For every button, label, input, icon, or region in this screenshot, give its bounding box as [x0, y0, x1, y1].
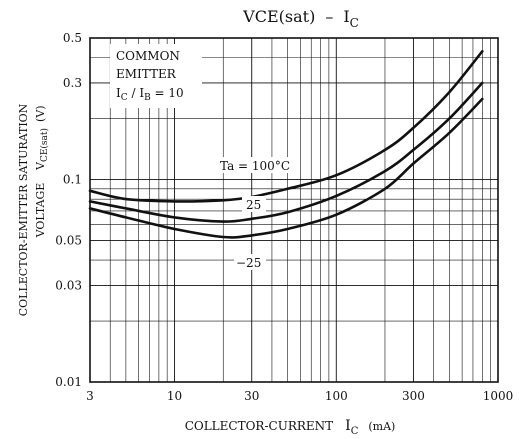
series-label-100c: Ta = 100°C: [220, 159, 290, 173]
annotation-ib-sub: B: [144, 93, 151, 103]
x-tick-label: 30: [244, 389, 259, 403]
x-tick-labels: 3 10 30 100 300 1000: [86, 389, 513, 403]
plot-frame: [89, 37, 499, 383]
y-axis-label-var: V: [34, 161, 47, 171]
annotation-line2: EMITTER: [116, 67, 177, 81]
chart-title-main: VCE(sat): [242, 7, 315, 26]
y-axis-label-line2: VOLTAGE: [34, 183, 47, 239]
annotation-line1: COMMON: [116, 49, 180, 63]
y-axis-label-var-sub: CE(sat): [39, 128, 50, 162]
y-tick-label: 0.01: [55, 375, 82, 389]
annotation: COMMON EMITTER IC / IB = 10: [110, 44, 202, 108]
x-axis-label: COLLECTOR-CURRENT IC (mA): [185, 418, 396, 437]
x-axis-label-var: I: [345, 418, 351, 434]
chart-title-var: I: [343, 7, 349, 26]
series-label-bg-1: [218, 157, 298, 173]
y-axis-label: COLLECTOR-EMITTER SATURATION VOLTAGE VCE…: [17, 103, 50, 316]
y-tick-label: 0.05: [55, 233, 82, 247]
x-tick-label: 300: [402, 389, 425, 403]
series-label-minus25: −25: [236, 256, 261, 270]
chart-title: VCE(sat) – IC: [242, 7, 359, 30]
x-tick-label: 1000: [483, 389, 514, 403]
x-tick-label: 100: [325, 389, 348, 403]
y-tick-label: 0.5: [63, 31, 82, 45]
y-tick-label: 0.3: [63, 76, 82, 90]
y-axis-label-voltage: VOLTAGE: [34, 183, 47, 239]
series-label-bg-2: [242, 196, 266, 212]
series-line-100c: [88, 50, 484, 203]
y-axis-label-symbol: VCE(sat) (V): [34, 105, 50, 171]
y-axis-label-line1: COLLECTOR-EMITTER SATURATION: [17, 103, 30, 316]
series-label-bg-3: [234, 254, 266, 270]
x-axis-label-var-sub: C: [351, 426, 359, 437]
series-labels: Ta = 100°C 25 −25: [218, 157, 298, 270]
annotation-line3: IC / IB = 10: [116, 86, 184, 103]
x-tick-label: 3: [86, 389, 94, 403]
annotation-ic-sub: C: [121, 93, 128, 103]
y-tick-label: 0.03: [55, 278, 82, 292]
y-tick-label: 0.1: [63, 173, 82, 187]
annotation-background: [110, 44, 202, 108]
x-tick-label: 10: [167, 389, 182, 403]
x-axis-label-unit: (mA): [368, 420, 395, 433]
annotation-ic: I: [116, 86, 121, 100]
x-axis-label-text: COLLECTOR-CURRENT: [185, 419, 333, 433]
series-line-minus25: [88, 97, 484, 239]
series-group: [88, 50, 484, 239]
series-label-25: 25: [246, 198, 261, 212]
chart-title-var-sub: C: [350, 16, 359, 30]
series-line-25: [88, 81, 484, 223]
annotation-value: = 10: [151, 86, 184, 100]
annotation-sep: /: [128, 86, 140, 100]
chart-title-separator: –: [325, 7, 333, 26]
y-tick-labels: 0.01 0.03 0.05 0.1 0.3 0.5: [55, 31, 82, 389]
y-axis-label-unit: (V): [34, 105, 47, 122]
annotation-ib: I: [139, 86, 144, 100]
